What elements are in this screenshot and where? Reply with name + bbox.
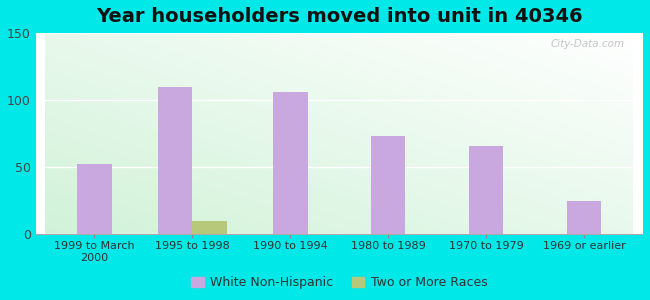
Bar [273,92,307,234]
Bar [192,220,227,234]
Legend: White Non-Hispanic, Two or More Races: White Non-Hispanic, Two or More Races [191,276,488,290]
Bar [77,164,112,234]
Bar [158,87,192,234]
Bar [567,200,601,234]
Bar [469,146,504,234]
Text: City-Data.com: City-Data.com [551,39,625,49]
Title: Year householders moved into unit in 40346: Year householders moved into unit in 403… [96,7,582,26]
Bar [371,136,406,234]
